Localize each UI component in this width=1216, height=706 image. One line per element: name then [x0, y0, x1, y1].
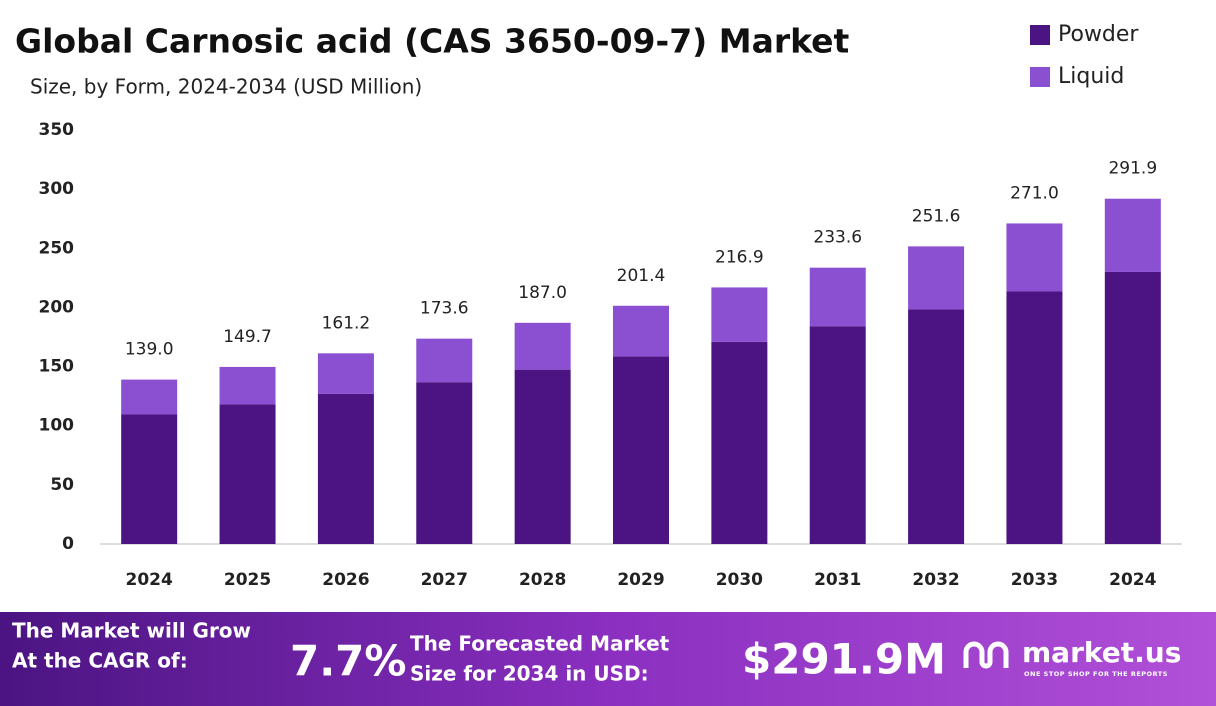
bar-segment: [1104, 198, 1161, 272]
forecast-value: $291.9M: [742, 635, 946, 684]
legend-swatch: [1030, 25, 1050, 45]
bar-segment: [809, 267, 866, 327]
bar-segment: [908, 309, 965, 544]
tagline: ONE STOP SHOP FOR THE REPORTS: [1024, 670, 1168, 678]
x-tick-label: 2026: [322, 570, 369, 590]
brand-logo: [963, 641, 1009, 669]
x-tick-label: 2024: [1109, 570, 1156, 590]
total-label: 173.6: [420, 299, 469, 319]
bar-segment: [416, 338, 473, 383]
bar-segment: [317, 393, 374, 544]
x-tick-label: 2031: [814, 570, 861, 590]
x-tick-label: 2033: [1011, 570, 1058, 590]
bar-segment: [1006, 223, 1063, 292]
cagr-value: 7.7%: [290, 637, 406, 686]
total-label: 271.0: [1010, 183, 1059, 203]
brand: market.us: [1022, 636, 1181, 669]
x-tick-label: 2029: [617, 570, 664, 590]
bar-segment: [613, 305, 669, 357]
bar-segment: [219, 404, 276, 544]
y-tick-label: 250: [39, 238, 75, 258]
bar-segment: [121, 414, 178, 544]
total-label: 216.9: [715, 247, 764, 267]
bar-segment: [317, 353, 374, 394]
legend-label: Liquid: [1058, 64, 1124, 89]
bar-segment: [613, 356, 669, 544]
legend-label: Powder: [1058, 22, 1139, 47]
total-label: 233.6: [813, 228, 862, 248]
y-tick-label: 150: [39, 357, 75, 377]
y-tick-label: 100: [39, 416, 75, 436]
total-label: 187.0: [518, 283, 567, 303]
total-label: 149.7: [223, 327, 272, 347]
x-tick-label: 2028: [519, 570, 566, 590]
bar-segment: [514, 322, 571, 370]
chart-subtitle: Size, by Form, 2024-2034 (USD Million): [30, 75, 422, 99]
x-tick-label: 2025: [224, 570, 271, 590]
x-tick-label: 2030: [716, 570, 763, 590]
legend-swatch: [1030, 67, 1050, 87]
x-tick-label: 2024: [126, 570, 173, 590]
bar-segment: [416, 382, 473, 544]
total-label: 139.0: [125, 340, 174, 360]
bar-segment: [1006, 291, 1063, 544]
bar-segment: [711, 341, 768, 544]
cagr-text: The Market will Grow: [12, 619, 251, 643]
bar-segment: [514, 369, 571, 544]
chart-title: Global Carnosic acid (CAS 3650-09-7) Mar…: [15, 22, 850, 61]
bar-segment: [809, 326, 866, 544]
cagr-text: At the CAGR of:: [12, 649, 188, 673]
bar-segment: [1104, 271, 1161, 544]
total-label: 291.9: [1108, 159, 1157, 179]
total-label: 201.4: [617, 266, 666, 286]
bar-segment: [219, 366, 276, 405]
footer-banner: [0, 612, 1216, 706]
bar-segment: [908, 246, 965, 310]
y-tick-label: 300: [39, 179, 75, 199]
y-tick-label: 350: [39, 120, 75, 140]
bar-segment: [121, 379, 178, 415]
total-label: 161.2: [322, 313, 371, 333]
forecast-text: The Forecasted Market: [410, 632, 670, 656]
x-tick-label: 2027: [421, 570, 468, 590]
total-label: 251.6: [912, 206, 961, 226]
y-tick-label: 50: [50, 475, 74, 495]
forecast-text: Size for 2034 in USD:: [410, 662, 649, 686]
y-tick-label: 200: [39, 297, 75, 317]
x-tick-label: 2032: [912, 570, 959, 590]
bar-segment: [711, 287, 768, 342]
y-tick-label: 0: [62, 534, 74, 554]
